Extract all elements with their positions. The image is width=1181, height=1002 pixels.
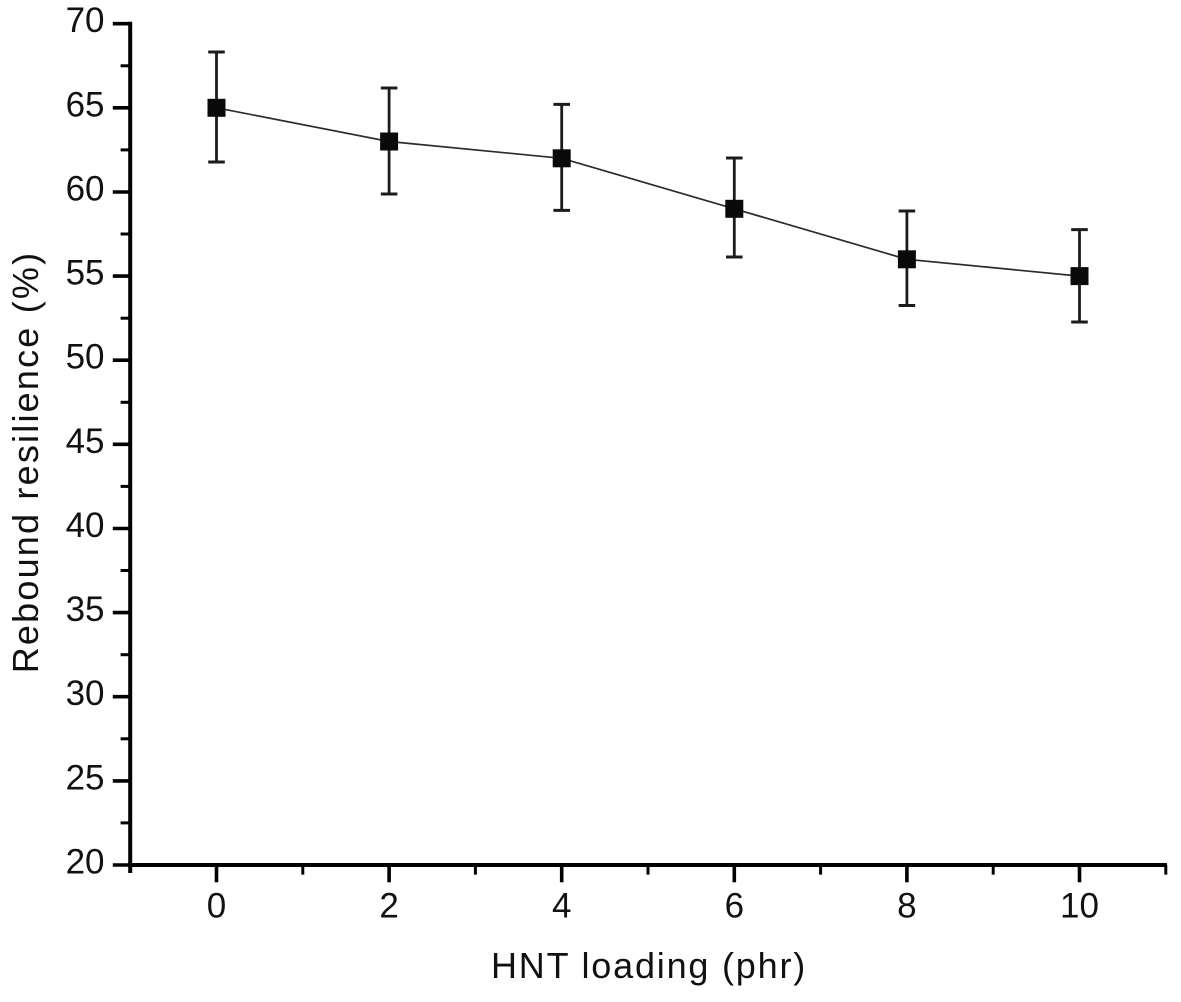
svg-text:2: 2 bbox=[379, 887, 398, 926]
svg-text:8: 8 bbox=[897, 887, 916, 926]
svg-text:6: 6 bbox=[725, 887, 744, 926]
svg-text:60: 60 bbox=[66, 170, 105, 209]
svg-text:Rebound resilience (%): Rebound resilience (%) bbox=[5, 251, 46, 674]
svg-text:0: 0 bbox=[207, 887, 226, 926]
svg-text:20: 20 bbox=[66, 843, 105, 882]
svg-text:10: 10 bbox=[1060, 887, 1099, 926]
svg-text:45: 45 bbox=[66, 422, 105, 461]
svg-text:4: 4 bbox=[552, 887, 571, 926]
svg-text:35: 35 bbox=[66, 590, 105, 629]
svg-text:25: 25 bbox=[66, 758, 105, 797]
svg-text:30: 30 bbox=[66, 674, 105, 713]
svg-text:70: 70 bbox=[66, 1, 105, 40]
svg-text:HNT loading (phr): HNT loading (phr) bbox=[491, 945, 807, 986]
svg-text:55: 55 bbox=[66, 254, 105, 293]
svg-text:65: 65 bbox=[66, 85, 105, 124]
svg-text:50: 50 bbox=[66, 338, 105, 377]
svg-text:40: 40 bbox=[66, 506, 105, 545]
